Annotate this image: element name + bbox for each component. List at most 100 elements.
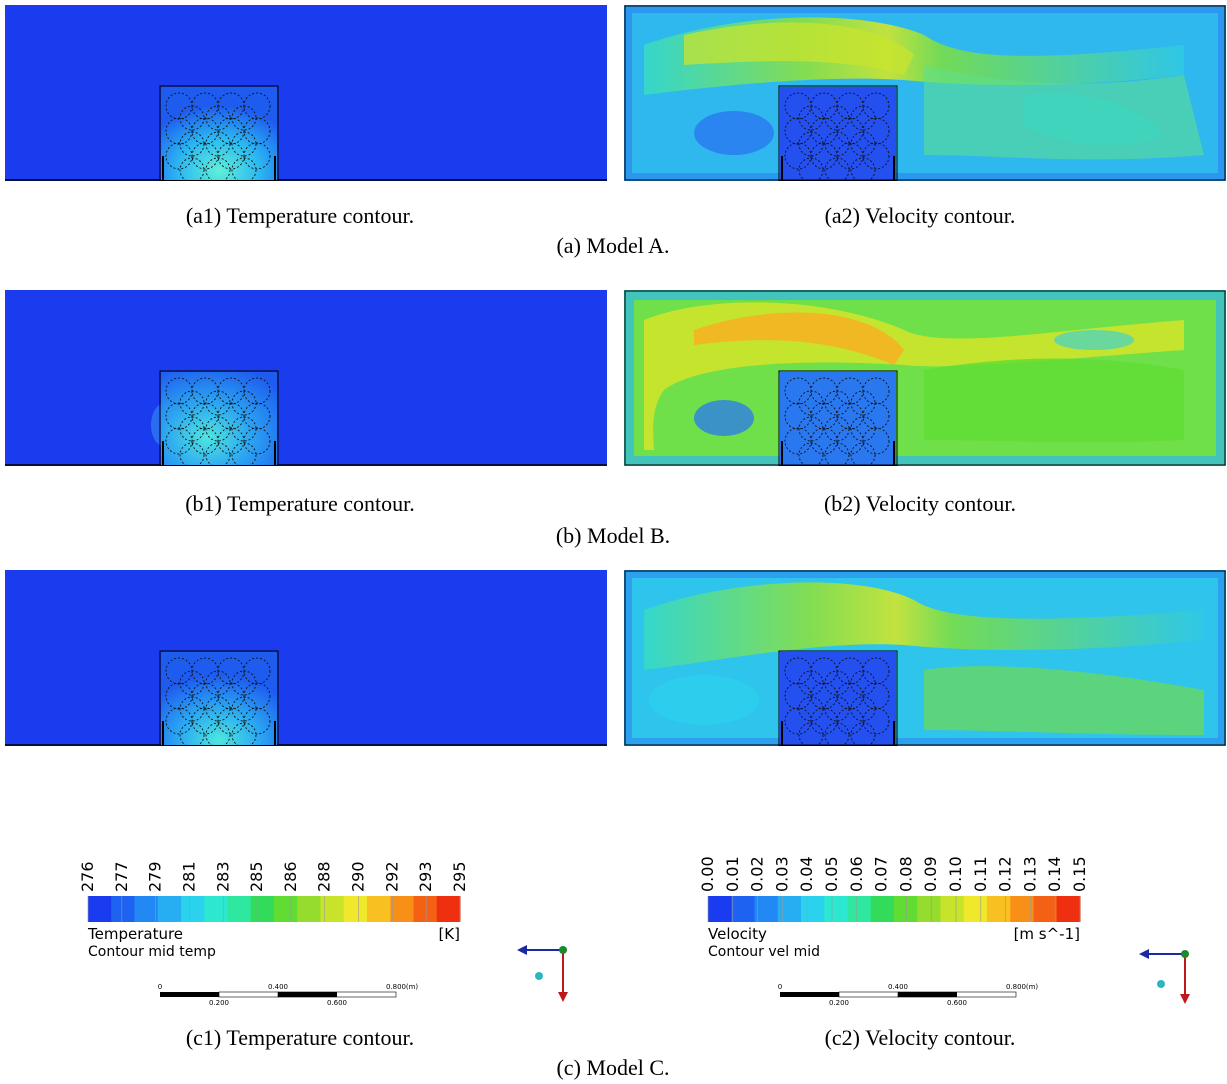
velocity-contour-c xyxy=(624,570,1226,746)
legend-tick-label: 0.11 xyxy=(971,856,990,892)
velocity-contour-a xyxy=(624,5,1226,181)
scale-unit: (m) xyxy=(1026,983,1039,991)
scale-label: 0.600 xyxy=(947,999,967,1007)
caption-model-c: (c) Model C. xyxy=(556,1055,670,1080)
scale-label: 0.200 xyxy=(209,999,229,1007)
legend-swatch xyxy=(413,896,438,922)
legend-subtitle: Contour vel mid xyxy=(708,944,820,960)
scale-label: 0.200 xyxy=(829,999,849,1007)
caption-b2: (b2) Velocity contour. xyxy=(823,491,1017,516)
legend-swatch xyxy=(708,896,732,922)
legend-swatch xyxy=(801,896,825,922)
legend-swatch xyxy=(88,896,112,922)
legend-tick-label: 0.08 xyxy=(896,856,915,892)
legend-tick-label: 279 xyxy=(146,861,165,892)
legend-tick-label: 0.06 xyxy=(847,856,866,892)
scale-label: 0.400 xyxy=(268,983,288,991)
legend-swatch xyxy=(1033,896,1058,922)
legend-tick-label: 0.14 xyxy=(1045,856,1064,892)
legend-tick-label: 0.03 xyxy=(772,856,791,892)
legend-swatch xyxy=(777,896,802,922)
velocity-axis-triad xyxy=(1127,930,1202,1005)
legend-swatch xyxy=(157,896,182,922)
legend-swatch xyxy=(274,896,298,922)
temperature-contour-c xyxy=(5,570,607,746)
legend-swatch xyxy=(894,896,918,922)
legend-swatch xyxy=(367,896,391,922)
legend-swatch xyxy=(847,896,872,922)
legend-swatch xyxy=(181,896,205,922)
legend-swatch xyxy=(204,896,229,922)
legend-tick-label: 281 xyxy=(179,861,198,892)
legend-swatch xyxy=(250,896,275,922)
legend-swatch xyxy=(824,896,849,922)
legend-swatch xyxy=(343,896,368,922)
scale-label: 0.800 xyxy=(386,983,406,991)
scale-unit: (m) xyxy=(406,983,419,991)
legend-tick-label: 277 xyxy=(112,861,131,892)
legend-tick-label: 288 xyxy=(315,861,334,892)
scale-label: 0 xyxy=(778,983,782,991)
caption-a2: (a2) Velocity contour. xyxy=(824,203,1016,228)
temperature-contour-a xyxy=(5,5,607,181)
scale-label: 0.600 xyxy=(327,999,347,1007)
legend-tick-label: 0.04 xyxy=(797,856,816,892)
legend-swatch xyxy=(297,896,322,922)
legend-tick-label: 290 xyxy=(349,861,368,892)
legend-tick-label: 0.07 xyxy=(872,856,891,892)
legend-tick-label: 0.10 xyxy=(946,856,965,892)
legend-tick-label: 0.05 xyxy=(822,856,841,892)
scale-label: 0.800 xyxy=(1006,983,1026,991)
velocity-legend: 0.00 0.01 0.02 0.03 0.04 0.05 0.06 0.07 0.08 0.09… xyxy=(700,840,1100,1015)
legend-tick-label: 283 xyxy=(213,861,232,892)
caption-model-a: (a) Model A. xyxy=(556,233,670,258)
caption-c2: (c2) Velocity contour. xyxy=(824,1025,1016,1050)
legend-swatch xyxy=(111,896,136,922)
legend-tick-label: 0.12 xyxy=(996,856,1015,892)
legend-title: Velocity xyxy=(708,925,767,943)
temperature-axis-triad xyxy=(505,930,580,1005)
legend-tick-label: 286 xyxy=(281,861,300,892)
velocity-contour-b xyxy=(624,290,1226,466)
legend-unit: [K] xyxy=(438,925,460,943)
legend-swatch xyxy=(1010,896,1035,922)
caption-b1: (b1) Temperature contour. xyxy=(185,491,415,516)
legend-tick-label: 276 xyxy=(80,861,97,892)
legend-swatch xyxy=(870,896,895,922)
legend-tick-label: 285 xyxy=(247,861,266,892)
legend-swatch xyxy=(1056,896,1081,922)
legend-subtitle: Contour mid temp xyxy=(88,944,216,960)
legend-tick-label: 295 xyxy=(450,861,469,892)
legend-tick-label: 0.13 xyxy=(1020,856,1039,892)
legend-tick-label: 0.15 xyxy=(1070,856,1089,892)
legend-tick-label: 0.09 xyxy=(921,856,940,892)
legend-tick-label: 292 xyxy=(382,861,401,892)
scale-bar-segment xyxy=(838,991,899,998)
legend-unit: [m s^-1] xyxy=(1014,925,1080,943)
legend-swatch xyxy=(940,896,965,922)
legend-title: Temperature xyxy=(87,925,183,943)
caption-a1: (a1) Temperature contour. xyxy=(185,203,415,228)
legend-swatch xyxy=(731,896,756,922)
legend-swatch xyxy=(917,896,942,922)
temperature-legend: 276 277 279 281 283 285 286 288 290 292 293 295 Temp… xyxy=(80,840,480,1015)
legend-tick-label: 0.00 xyxy=(700,856,717,892)
legend-tick-label: 293 xyxy=(416,861,435,892)
scale-label: 0.400 xyxy=(888,983,908,991)
legend-swatch xyxy=(227,896,252,922)
scale-label: 0 xyxy=(158,983,162,991)
scale-bar-segment xyxy=(218,991,279,998)
legend-tick-label: 0.02 xyxy=(748,856,767,892)
scale-bar-segment xyxy=(898,992,957,997)
legend-swatch xyxy=(754,896,779,922)
caption-model-b: (b) Model B. xyxy=(555,523,671,548)
legend-swatch xyxy=(390,896,415,922)
legend-tick-label: 0.01 xyxy=(723,856,742,892)
legend-swatch xyxy=(987,896,1011,922)
caption-c1: (c1) Temperature contour. xyxy=(185,1025,415,1050)
scale-bar-segment xyxy=(278,992,337,997)
legend-swatch xyxy=(963,896,988,922)
temperature-contour-b xyxy=(5,290,607,466)
legend-swatch xyxy=(134,896,159,922)
legend-swatch xyxy=(320,896,345,922)
